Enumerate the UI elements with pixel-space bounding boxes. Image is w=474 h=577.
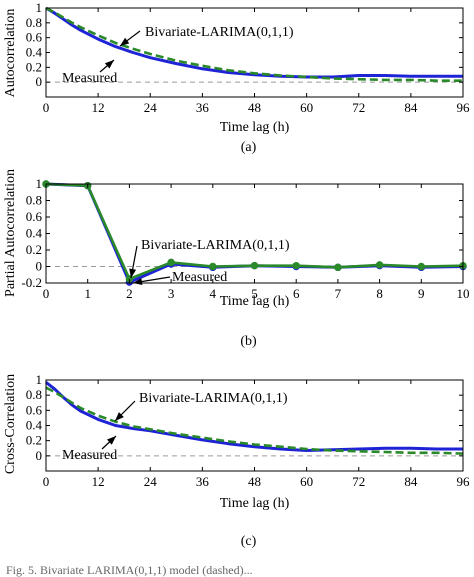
x-tick-label: 24 bbox=[144, 100, 158, 115]
x-axis-label: Time lag (h) bbox=[220, 496, 290, 511]
annotation-measured: Measured bbox=[62, 71, 117, 86]
x-tick-label: 12 bbox=[92, 100, 105, 115]
series-line-measured bbox=[45, 381, 463, 452]
series-line-measured bbox=[45, 6, 463, 79]
point-model bbox=[209, 262, 217, 271]
annotation-arrow-measured bbox=[132, 276, 171, 286]
y-tick-label: 0.8 bbox=[26, 15, 42, 30]
x-tick-label: 6 bbox=[293, 286, 300, 301]
x-tick-label: 60 bbox=[300, 100, 313, 115]
y-tick-label: 0.6 bbox=[26, 30, 43, 45]
y-tick-label: 0.2 bbox=[26, 242, 42, 257]
x-tick-label: 4 bbox=[210, 286, 217, 301]
annotation-arrow-model-head bbox=[129, 268, 137, 278]
x-tick-label: 12 bbox=[92, 474, 105, 489]
figure-caption-fragment: Fig. 5. Bivariate LARIMA(0,1,1) model (d… bbox=[6, 563, 253, 577]
annotation-arrow-measured-head bbox=[104, 60, 114, 69]
panel-caption: (a) bbox=[241, 140, 257, 155]
annotation-model: Bivariate-LARIMA(0,1,1) bbox=[139, 391, 288, 406]
y-tick-label: 0.6 bbox=[26, 402, 43, 417]
panel-caption: (c) bbox=[241, 534, 257, 549]
annotation-measured: Measured bbox=[62, 448, 117, 463]
y-axis-label: Autocorrelation bbox=[3, 9, 18, 98]
y-tick-label: 0.8 bbox=[26, 387, 42, 402]
y-tick-label: 0.4 bbox=[26, 45, 43, 60]
point-model bbox=[292, 261, 300, 270]
x-tick-label: 72 bbox=[352, 100, 365, 115]
annotation-arrow-measured-head bbox=[133, 278, 143, 286]
annotation-arrow-measured bbox=[99, 59, 115, 73]
x-tick-label: 10 bbox=[457, 286, 470, 301]
x-tick-label: 96 bbox=[457, 474, 471, 489]
y-tick-label: 0.4 bbox=[26, 226, 43, 241]
series-line-model bbox=[45, 386, 464, 455]
x-tick-label: 0 bbox=[43, 474, 50, 489]
x-tick-label: 60 bbox=[300, 474, 313, 489]
annotation-arrow-model bbox=[129, 245, 138, 279]
annotation-model: Bivariate-LARIMA(0,1,1) bbox=[145, 25, 294, 40]
y-tick-label: 0.8 bbox=[26, 193, 42, 208]
y-tick-label: 1 bbox=[36, 0, 43, 15]
annotation-arrow-model bbox=[114, 400, 136, 422]
x-tick-label: 36 bbox=[196, 474, 210, 489]
x-tick-label: 1 bbox=[84, 286, 91, 301]
x-axis-label: Time lag (h) bbox=[220, 120, 290, 135]
x-tick-label: 9 bbox=[418, 286, 425, 301]
point-model bbox=[334, 263, 342, 272]
x-tick-label: 84 bbox=[404, 474, 418, 489]
x-tick-label: 24 bbox=[144, 474, 158, 489]
x-axis-label: Time lag (h) bbox=[220, 294, 290, 309]
annotation-arrow-model-head bbox=[120, 37, 130, 46]
y-tick-label: 1 bbox=[36, 176, 43, 191]
y-tick-label: 0 bbox=[36, 74, 43, 89]
x-tick-label: 2 bbox=[126, 286, 133, 301]
x-tick-label: 84 bbox=[404, 100, 418, 115]
x-tick-label: 5 bbox=[251, 286, 258, 301]
x-tick-label: 96 bbox=[457, 100, 471, 115]
x-tick-label: 48 bbox=[248, 474, 261, 489]
point-model bbox=[250, 261, 259, 270]
panel-caption: (b) bbox=[240, 334, 257, 349]
annotation-model: Bivariate-LARIMA(0,1,1) bbox=[141, 238, 290, 253]
x-tick-label: 36 bbox=[196, 100, 210, 115]
y-axis-label: Partial Autocorrelation bbox=[3, 169, 18, 297]
point-model bbox=[375, 261, 384, 269]
y-axis-label: Cross-Correlation bbox=[3, 374, 18, 474]
annotation-arrow-measured bbox=[101, 435, 117, 450]
x-tick-label: 48 bbox=[248, 100, 261, 115]
point-model bbox=[167, 258, 175, 267]
annotation-arrow-model bbox=[119, 30, 141, 47]
y-tick-label: 0.4 bbox=[26, 418, 43, 433]
annotation-measured: Measured bbox=[172, 270, 227, 285]
y-tick-label: 0 bbox=[36, 448, 43, 463]
y-tick-label: 0.2 bbox=[26, 433, 42, 448]
x-tick-label: 8 bbox=[376, 286, 383, 301]
y-tick-label: 0.6 bbox=[26, 209, 43, 224]
point-model bbox=[417, 262, 425, 271]
x-tick-label: 0 bbox=[43, 286, 50, 301]
x-tick-label: 7 bbox=[335, 286, 342, 301]
y-tick-label: 0.2 bbox=[26, 59, 42, 74]
y-tick-label: 1 bbox=[36, 372, 43, 387]
x-tick-label: 3 bbox=[168, 286, 175, 301]
series-line-model bbox=[45, 6, 463, 82]
y-tick-label: -0.2 bbox=[21, 275, 42, 290]
chart-panel-b: 0 1 2 3 4 5 6 7 8 9 10 -0.20 0.20.4 0.60.8 1 Time lag (… bbox=[3, 169, 470, 349]
annotation-arrow-measured-head bbox=[107, 436, 116, 445]
annotation-arrow-model-head bbox=[115, 412, 124, 421]
y-tick-label: 0 bbox=[36, 259, 43, 274]
x-tick-label: 0 bbox=[43, 100, 50, 115]
x-tick-label: 72 bbox=[352, 474, 365, 489]
